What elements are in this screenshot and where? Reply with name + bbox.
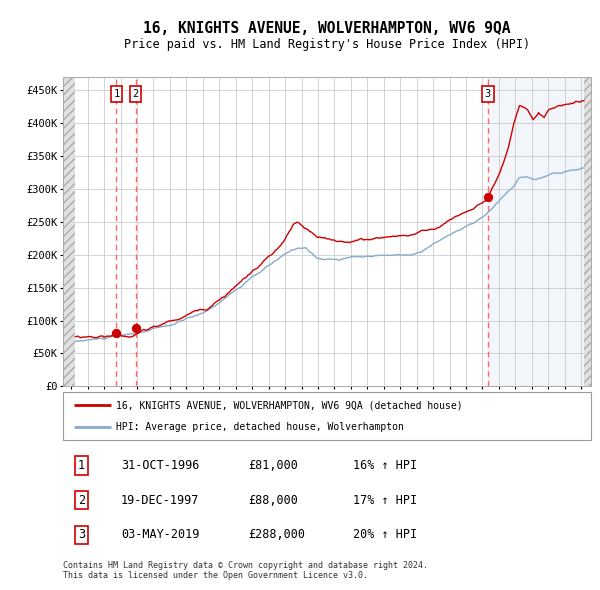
Text: £288,000: £288,000 [248, 529, 305, 542]
Text: £81,000: £81,000 [248, 458, 298, 471]
Text: 16, KNIGHTS AVENUE, WOLVERHAMPTON, WV6 9QA (detached house): 16, KNIGHTS AVENUE, WOLVERHAMPTON, WV6 9… [116, 400, 463, 410]
Text: 3: 3 [485, 89, 491, 99]
Text: 16% ↑ HPI: 16% ↑ HPI [353, 458, 418, 471]
Bar [63, 77, 76, 386]
Point [483, 192, 493, 201]
Bar [488, 77, 591, 386]
Text: 16, KNIGHTS AVENUE, WOLVERHAMPTON, WV6 9QA: 16, KNIGHTS AVENUE, WOLVERHAMPTON, WV6 9… [143, 21, 511, 35]
FancyBboxPatch shape [63, 392, 591, 440]
Point [112, 329, 121, 338]
Text: HPI: Average price, detached house, Wolverhampton: HPI: Average price, detached house, Wolv… [116, 422, 404, 432]
Text: 03-MAY-2019: 03-MAY-2019 [121, 529, 199, 542]
Text: Contains HM Land Registry data © Crown copyright and database right 2024.
This d: Contains HM Land Registry data © Crown c… [63, 560, 428, 580]
Point [131, 324, 140, 333]
Text: 2: 2 [133, 89, 139, 99]
Text: 19-DEC-1997: 19-DEC-1997 [121, 493, 199, 507]
Bar [584, 77, 591, 386]
Text: 3: 3 [78, 529, 85, 542]
Text: 20% ↑ HPI: 20% ↑ HPI [353, 529, 418, 542]
Text: 17% ↑ HPI: 17% ↑ HPI [353, 493, 418, 507]
Text: 1: 1 [113, 89, 119, 99]
Text: Price paid vs. HM Land Registry's House Price Index (HPI): Price paid vs. HM Land Registry's House … [124, 38, 530, 51]
Text: 2: 2 [78, 493, 85, 507]
Text: 1: 1 [78, 458, 85, 471]
Text: 31-OCT-1996: 31-OCT-1996 [121, 458, 199, 471]
Text: £88,000: £88,000 [248, 493, 298, 507]
